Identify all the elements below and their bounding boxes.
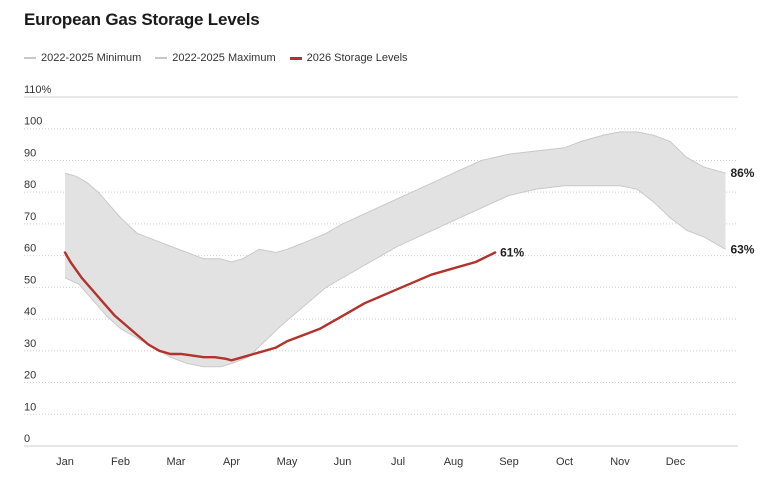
- y-tick-label-20: 20: [24, 370, 36, 382]
- x-tick-label-may: May: [277, 456, 298, 468]
- legend-swatch-minimum: [24, 57, 36, 59]
- y-tick-label-50: 50: [24, 274, 36, 286]
- x-tick-label-aug: Aug: [444, 456, 464, 468]
- legend-label-minimum: 2022-2025 Minimum: [41, 52, 142, 64]
- y-tick-label-70: 70: [24, 211, 36, 223]
- end-label-1: 86%: [730, 166, 754, 180]
- legend-item-minimum: 2022-2025 Minimum: [24, 52, 141, 64]
- x-tick-label-oct: Oct: [556, 456, 573, 468]
- x-tick-label-mar: Mar: [167, 456, 186, 468]
- legend-item-2026: 2026 Storage Levels: [289, 52, 408, 64]
- x-tick-label-dec: Dec: [666, 456, 686, 468]
- legend-label-maximum: 2022-2025 Maximum: [172, 52, 276, 64]
- x-tick-label-jun: Jun: [334, 456, 352, 468]
- legend-swatch-2026: [289, 56, 302, 60]
- series-line-maximum: [64, 131, 726, 263]
- x-tick-label-apr: Apr: [223, 456, 240, 468]
- legend-item-maximum: 2022-2025 Maximum: [155, 52, 276, 64]
- y-tick-label-110: 110%: [24, 84, 52, 96]
- chart-title: European Gas Storage Levels: [24, 10, 260, 29]
- y-tick-label-0: 0: [24, 433, 30, 445]
- x-tick-label-nov: Nov: [610, 456, 630, 468]
- y-tick-label-100: 100: [24, 116, 42, 128]
- y-tick-label-60: 60: [24, 243, 36, 255]
- legend-swatch-maximum: [155, 57, 168, 59]
- series-line-2026: [63, 251, 497, 362]
- x-tick-label-jul: Jul: [391, 456, 405, 468]
- y-tick-label-90: 90: [24, 147, 36, 159]
- x-tick-label-jan: Jan: [56, 456, 74, 468]
- legend-label-2026: 2026 Storage Levels: [306, 52, 408, 64]
- y-tick-label-10: 10: [24, 401, 36, 413]
- x-tick-label-feb: Feb: [111, 456, 130, 468]
- y-tick-label-30: 30: [24, 338, 36, 350]
- end-label-0: 61%: [500, 245, 524, 259]
- y-tick-label-40: 40: [24, 306, 36, 318]
- x-tick-label-sep: Sep: [499, 456, 519, 468]
- end-label-2: 63%: [730, 242, 754, 256]
- chart-legend: 2022-2025 Minimum 2022-2025 Maximum 2026…: [24, 52, 422, 64]
- y-tick-label-80: 80: [24, 179, 36, 191]
- min-max-range-band: [65, 131, 726, 367]
